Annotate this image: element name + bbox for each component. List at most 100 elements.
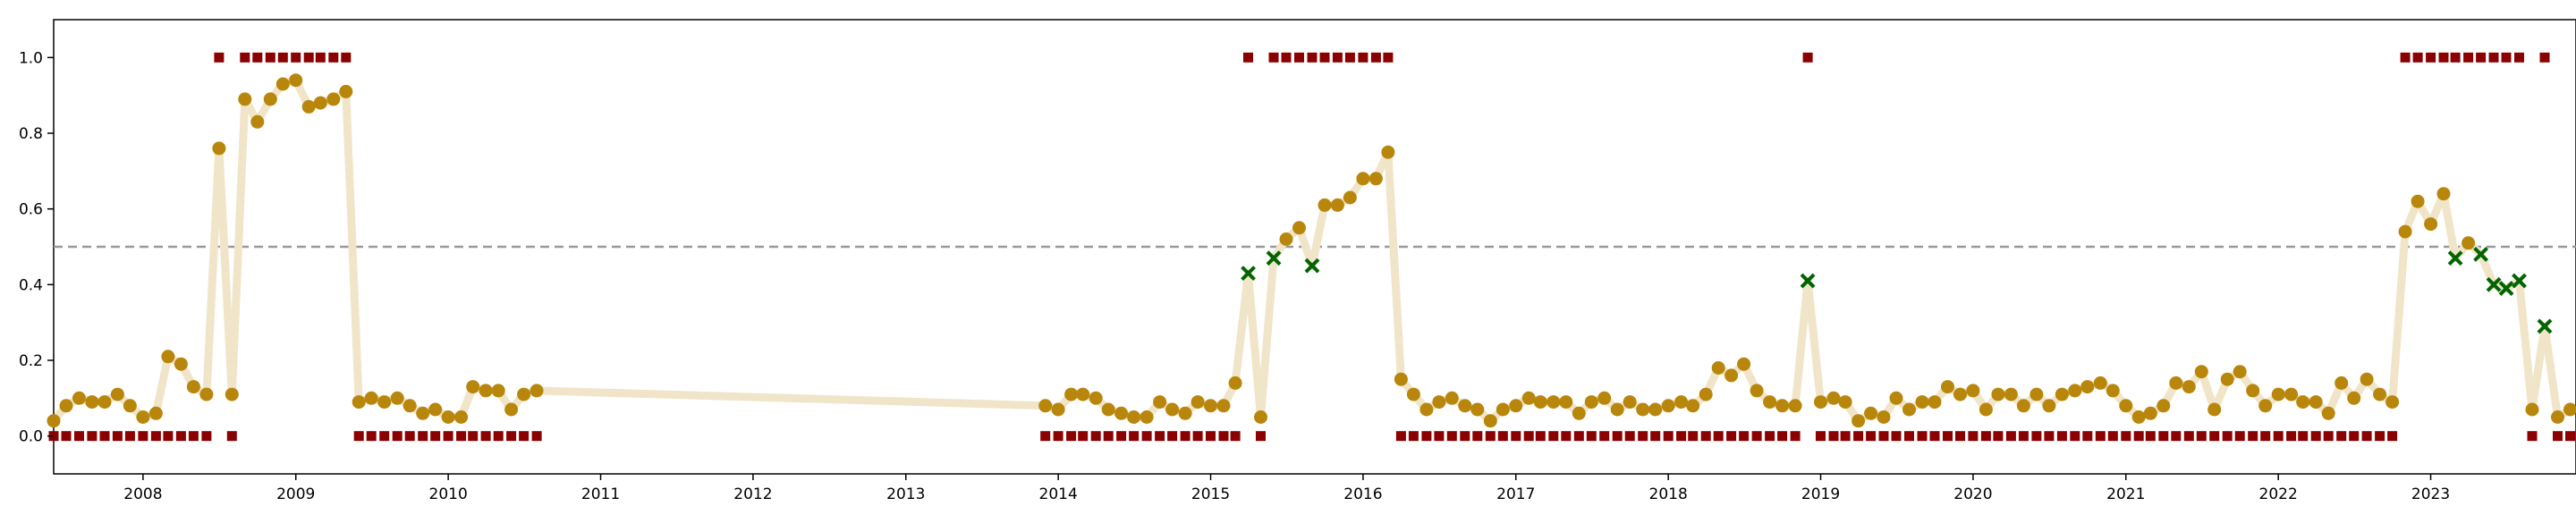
label-marker bbox=[1472, 431, 1483, 442]
probability-point bbox=[250, 114, 265, 129]
probability-point bbox=[174, 357, 188, 371]
probability-point bbox=[1114, 406, 1129, 420]
label-marker bbox=[1612, 431, 1623, 442]
probability-point bbox=[1038, 399, 1053, 413]
label-marker bbox=[1790, 431, 1801, 442]
probability-point bbox=[1051, 402, 1065, 417]
label-marker bbox=[61, 431, 72, 442]
label-marker bbox=[1103, 431, 1114, 442]
label-marker bbox=[1243, 52, 1253, 63]
probability-point bbox=[1661, 399, 1675, 413]
misclassified-marker bbox=[1241, 266, 1256, 282]
probability-point bbox=[530, 384, 544, 398]
x-tick-label: 2022 bbox=[2259, 485, 2298, 503]
label-marker bbox=[74, 431, 84, 442]
label-marker bbox=[112, 431, 123, 442]
label-marker bbox=[2209, 431, 2220, 442]
probability-point bbox=[275, 77, 290, 91]
label-marker bbox=[2539, 52, 2550, 63]
probability-point bbox=[1889, 391, 1903, 405]
label-marker bbox=[456, 431, 467, 442]
label-marker bbox=[366, 431, 377, 442]
probability-point bbox=[1864, 406, 1878, 420]
label-marker bbox=[2196, 431, 2207, 442]
label-marker bbox=[328, 52, 339, 63]
probability-point bbox=[2525, 402, 2539, 417]
label-marker bbox=[1548, 431, 1559, 442]
label-marker bbox=[1155, 431, 1165, 442]
probability-point bbox=[1101, 402, 1115, 417]
probability-point bbox=[1330, 198, 1344, 212]
misclassified-marker bbox=[2537, 318, 2553, 334]
probability-point bbox=[1509, 399, 1523, 413]
x-tick-label: 2015 bbox=[1191, 485, 1230, 503]
label-marker bbox=[201, 431, 212, 442]
misclassified-marker bbox=[1304, 258, 1320, 274]
probability-point bbox=[2068, 384, 2082, 398]
label-marker bbox=[2514, 52, 2524, 63]
label-marker bbox=[214, 52, 225, 63]
probability-point bbox=[1559, 395, 1573, 409]
label-marker bbox=[379, 431, 390, 442]
probability-point bbox=[199, 387, 214, 401]
probability-point bbox=[1724, 368, 1739, 383]
probability-point bbox=[504, 402, 519, 417]
label-marker bbox=[1383, 52, 1394, 63]
probability-point bbox=[1470, 402, 1485, 417]
label-marker bbox=[163, 431, 174, 442]
probability-point bbox=[1814, 395, 1827, 409]
label-marker bbox=[2501, 52, 2512, 63]
y-tick-label: 0.2 bbox=[19, 352, 43, 370]
label-marker bbox=[1485, 431, 1496, 442]
label-marker bbox=[138, 431, 148, 442]
probability-point bbox=[1711, 361, 1725, 375]
label-marker bbox=[303, 52, 314, 63]
label-marker bbox=[1281, 52, 1292, 63]
y-tick-label: 0.0 bbox=[19, 428, 43, 446]
label-marker bbox=[1446, 431, 1457, 442]
label-marker bbox=[1777, 431, 1788, 442]
label-marker bbox=[1929, 431, 1940, 442]
misclassified-marker bbox=[2512, 273, 2527, 289]
label-marker bbox=[1497, 431, 1508, 442]
label-marker bbox=[2553, 431, 2563, 442]
probability-point bbox=[2119, 399, 2133, 413]
label-marker bbox=[291, 52, 301, 63]
probability-point bbox=[1521, 391, 1536, 405]
label-marker bbox=[1206, 431, 1216, 442]
x-tick-label: 2014 bbox=[1039, 485, 1078, 503]
label-marker bbox=[2527, 431, 2538, 442]
probability-point bbox=[2258, 399, 2273, 413]
label-marker bbox=[1294, 52, 1304, 63]
probability-point bbox=[2462, 236, 2476, 250]
label-marker bbox=[1802, 52, 1813, 63]
probability-point bbox=[326, 92, 341, 106]
label-marker bbox=[315, 52, 326, 63]
label-marker bbox=[1904, 431, 1914, 442]
probability-point bbox=[1458, 399, 1472, 413]
label-marker bbox=[2375, 431, 2385, 442]
label-marker bbox=[1676, 431, 1687, 442]
probability-point bbox=[491, 384, 505, 398]
probability-point bbox=[1343, 190, 1357, 205]
probability-point bbox=[2169, 376, 2183, 390]
label-marker bbox=[1167, 431, 1178, 442]
label-marker bbox=[2056, 431, 2067, 442]
probability-point bbox=[313, 96, 327, 110]
probability-point bbox=[2551, 410, 2564, 424]
label-marker bbox=[480, 431, 491, 442]
probability-point bbox=[2271, 387, 2285, 401]
x-tick-label: 2011 bbox=[581, 485, 620, 503]
label-marker bbox=[2387, 431, 2398, 442]
probability-point bbox=[1915, 395, 1929, 409]
label-marker bbox=[1650, 431, 1661, 442]
probability-point bbox=[1279, 232, 1293, 246]
probability-point bbox=[1394, 372, 1408, 386]
probability-point bbox=[1406, 387, 1420, 401]
label-marker bbox=[150, 431, 161, 442]
probability-point bbox=[1228, 376, 1242, 390]
label-marker bbox=[2438, 52, 2449, 63]
label-marker bbox=[1624, 431, 1635, 442]
label-marker bbox=[404, 431, 415, 442]
label-marker bbox=[2070, 431, 2080, 442]
